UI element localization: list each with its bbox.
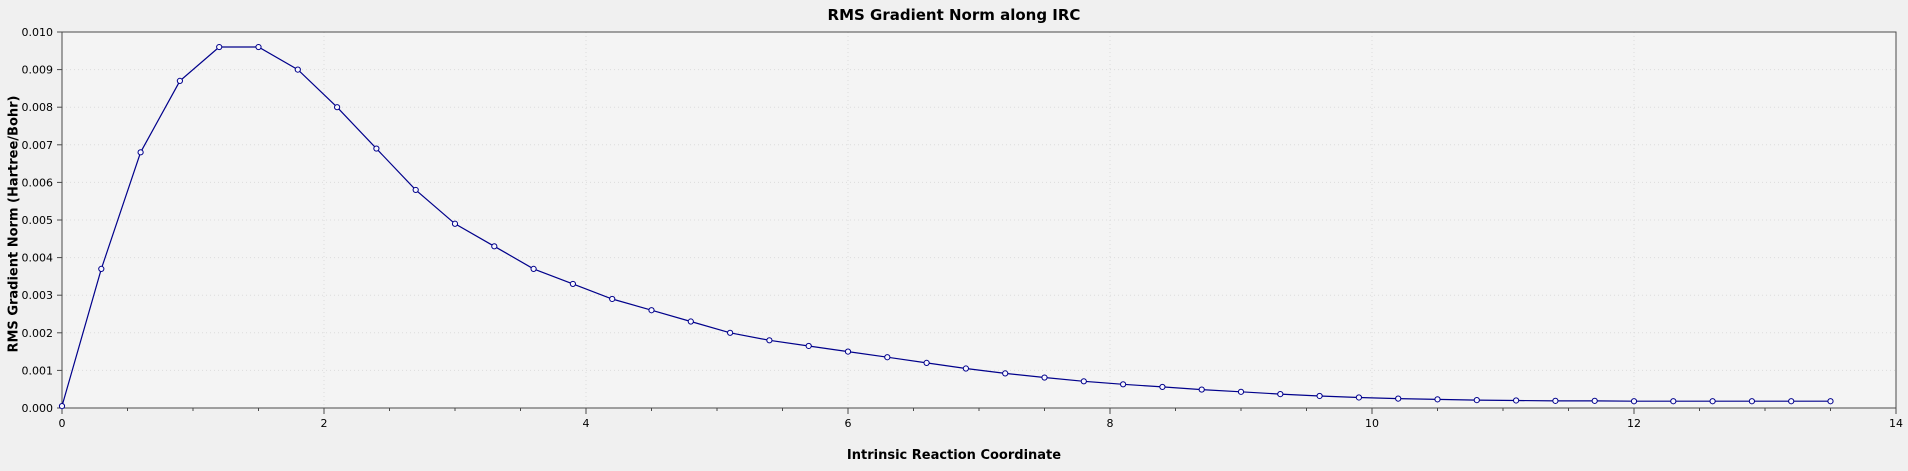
data-point-marker <box>1041 374 1048 381</box>
data-point-marker <box>687 318 694 325</box>
data-point-marker <box>1827 398 1834 405</box>
data-point-marker <box>1198 386 1205 393</box>
y-tick-label: 0.003 <box>22 289 54 302</box>
y-tick-label: 0.005 <box>22 214 54 227</box>
data-point-marker <box>727 329 734 336</box>
data-point-marker <box>1355 394 1363 401</box>
data-point-marker <box>1591 397 1598 404</box>
data-point-marker <box>412 186 419 194</box>
x-tick-label: 4 <box>583 417 590 430</box>
plot-area <box>62 32 1896 408</box>
data-point-marker <box>1434 396 1441 403</box>
x-axis-label: Intrinsic Reaction Coordinate <box>846 448 1062 463</box>
y-tick-label: 0.002 <box>22 327 54 340</box>
data-point-marker <box>530 265 537 272</box>
data-series-markers <box>58 43 1834 410</box>
data-point-marker <box>962 365 970 372</box>
data-point-marker <box>1709 398 1716 405</box>
y-tick-label: 0.004 <box>22 252 54 265</box>
y-tick-label: 0.010 <box>22 26 54 39</box>
data-point-marker <box>1670 398 1677 405</box>
data-point-marker <box>805 342 812 350</box>
data-point-marker <box>1277 390 1284 398</box>
y-tick-label: 0.009 <box>22 64 54 77</box>
data-point-marker <box>451 220 459 227</box>
data-point-marker <box>1120 381 1127 388</box>
data-series-line <box>61 46 1831 407</box>
data-point-marker <box>1002 370 1009 377</box>
data-point-marker <box>1473 397 1480 404</box>
y-tick-label: 0.001 <box>22 364 54 377</box>
x-tick-label: 10 <box>1365 417 1379 430</box>
data-point-marker <box>98 265 105 272</box>
data-point-marker <box>1080 378 1087 385</box>
data-point-marker <box>216 43 223 51</box>
data-point-marker <box>609 295 616 303</box>
y-tick-label: 0.007 <box>22 139 54 152</box>
x-tick-label: 0 <box>59 417 66 430</box>
x-tick-label: 14 <box>1889 417 1903 430</box>
x-tick-labels: 0 2 4 6 8 10 12 14 <box>59 417 1904 430</box>
data-point-marker <box>1630 398 1638 405</box>
data-point-marker <box>137 149 144 156</box>
y-tick-label: 0.008 <box>22 101 54 114</box>
data-point-marker <box>294 66 301 73</box>
data-point-marker <box>334 104 341 111</box>
data-point-marker <box>1159 383 1166 391</box>
data-point-marker <box>58 403 66 410</box>
y-tick-label: 0.006 <box>22 176 54 189</box>
data-point-marker <box>1788 398 1795 405</box>
data-point-marker <box>491 243 498 250</box>
x-tick-label: 12 <box>1627 417 1641 430</box>
x-tick-label: 2 <box>321 417 328 430</box>
data-point-marker <box>1395 395 1402 402</box>
data-point-marker <box>844 348 852 355</box>
gridlines <box>62 32 1896 408</box>
axis-ticks <box>57 31 1897 414</box>
x-tick-label: 6 <box>845 417 852 430</box>
data-point-marker <box>1316 392 1323 400</box>
chart-title: RMS Gradient Norm along IRC <box>827 6 1081 24</box>
data-point-marker <box>884 354 891 361</box>
data-point-marker <box>1513 397 1520 404</box>
data-point-marker <box>1237 388 1245 395</box>
y-tick-labels: 0.000 0.001 0.002 0.003 0.004 0.005 0.006 0.007… <box>22 26 54 415</box>
data-point-marker <box>1748 398 1756 405</box>
data-point-marker <box>923 359 930 366</box>
data-point-marker <box>569 280 577 288</box>
data-point-marker <box>373 145 380 152</box>
y-tick-label: 0.000 <box>22 402 54 415</box>
data-point-marker <box>766 337 773 344</box>
data-point-marker <box>176 77 183 84</box>
x-tick-label: 8 <box>1107 417 1114 430</box>
data-point-marker <box>255 43 262 51</box>
data-point-marker <box>1552 397 1559 404</box>
data-point-marker <box>648 307 655 314</box>
